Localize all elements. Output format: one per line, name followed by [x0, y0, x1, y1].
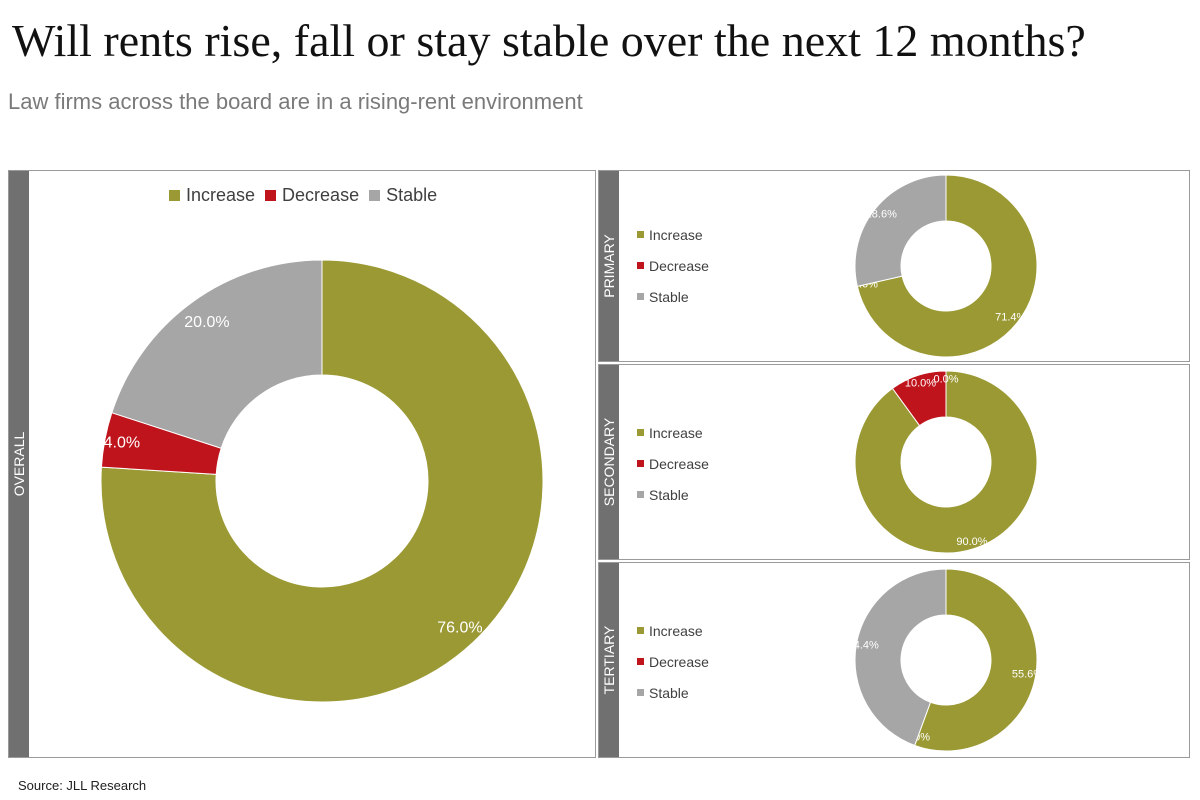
primary-legend: Increase Decrease Stable — [637, 219, 709, 312]
secondary-tab: SECONDARY — [599, 365, 619, 559]
legend-item-increase: Increase — [169, 185, 255, 206]
data-label-increase: 71.4% — [995, 312, 1026, 324]
donut-slice-decrease — [891, 370, 947, 427]
data-label-decrease: 10.0% — [905, 377, 936, 389]
overall-legend: Increase Decrease Stable — [169, 185, 437, 206]
secondary-legend: Increase Decrease Stable — [637, 417, 709, 510]
legend-swatch-stable — [637, 491, 644, 498]
legend-label-increase: Increase — [649, 622, 703, 639]
legend-label-decrease: Decrease — [649, 257, 709, 274]
legend-item-decrease: Decrease — [637, 448, 709, 479]
legend-label-stable: Stable — [649, 288, 689, 305]
data-label-stable: 44.4% — [848, 639, 879, 651]
legend-label-stable: Stable — [649, 486, 689, 503]
donut-slice-stable — [854, 174, 947, 288]
legend-item-decrease: Decrease — [265, 185, 359, 206]
legend-swatch-stable — [637, 689, 644, 696]
legend-label-increase: Increase — [649, 226, 703, 243]
tertiary-panel: TERTIARY Increase Decrease Stable 55.6%0… — [598, 562, 1190, 758]
donut-slice-increase — [913, 568, 1038, 752]
overall-donut-chart: 76.0% 4.0% 20.0% — [100, 259, 544, 703]
data-label-stable: 28.6% — [866, 208, 897, 220]
donut-slice-stable — [111, 259, 323, 449]
legend-label-stable: Stable — [649, 684, 689, 701]
secondary-donut-chart: 90.0% 10.0%0.0% — [854, 370, 1038, 554]
tertiary-legend: Increase Decrease Stable — [637, 615, 709, 708]
legend-swatch-decrease — [637, 658, 644, 665]
legend-swatch-decrease — [637, 460, 644, 467]
legend-swatch-increase — [637, 627, 644, 634]
secondary-panel: SECONDARY Increase Decrease Stable 90.0%… — [598, 364, 1190, 560]
legend-item-increase: Increase — [637, 615, 709, 646]
data-label-increase: 90.0% — [956, 536, 987, 548]
legend-item-stable: Stable — [637, 677, 709, 708]
donut-slice-increase — [100, 259, 544, 703]
chart-subtitle: Law firms across the board are in a risi… — [8, 89, 583, 114]
legend-item-increase: Increase — [637, 417, 709, 448]
legend-label-increase: Increase — [186, 185, 256, 205]
legend-item-stable: Stable — [637, 479, 709, 510]
chart-title: Will rents rise, fall or stay stable ove… — [12, 15, 1086, 66]
primary-donut-chart: 71.4%0.0%28.6% — [853, 174, 1038, 358]
legend-swatch-decrease — [637, 262, 644, 269]
data-label-decrease: 4.0% — [104, 434, 140, 451]
legend-label-decrease: Decrease — [282, 185, 360, 205]
legend-item-decrease: Decrease — [637, 646, 709, 677]
legend-item-decrease: Decrease — [637, 250, 709, 281]
tertiary-tab: TERTIARY — [599, 563, 619, 757]
legend-label-stable: Stable — [386, 185, 438, 205]
data-label-stable: 0.0% — [933, 373, 958, 385]
donut-slice-increase — [854, 370, 1038, 554]
legend-label-decrease: Decrease — [649, 653, 709, 670]
legend-swatch-stable — [369, 190, 381, 201]
overall-tab: OVERALL — [9, 171, 29, 757]
legend-swatch-stable — [637, 293, 644, 300]
legend-swatch-increase — [169, 190, 180, 201]
legend-label-decrease: Decrease — [649, 455, 709, 472]
legend-item-increase: Increase — [637, 219, 709, 250]
tertiary-donut-chart: 55.6%0.0%44.4% — [848, 568, 1043, 752]
data-label-increase: 76.0% — [437, 619, 482, 636]
legend-swatch-decrease — [265, 190, 277, 201]
source-note: Source: JLL Research — [18, 778, 147, 793]
legend-swatch-increase — [637, 429, 644, 436]
overall-panel: OVERALL Increase Decrease Stable 76.0% 4.… — [8, 170, 596, 758]
legend-item-stable: Stable — [637, 281, 709, 312]
donut-slice-stable — [854, 568, 947, 747]
data-label-stable: 20.0% — [184, 314, 229, 331]
data-label-increase: 55.6% — [1012, 668, 1043, 680]
legend-item-stable: Stable — [369, 185, 437, 206]
donut-slice-increase — [856, 174, 1038, 358]
legend-swatch-increase — [637, 231, 644, 238]
primary-panel: PRIMARY Increase Decrease Stable 71.4%0.… — [598, 170, 1190, 362]
primary-tab: PRIMARY — [599, 171, 619, 361]
legend-label-increase: Increase — [649, 424, 703, 441]
